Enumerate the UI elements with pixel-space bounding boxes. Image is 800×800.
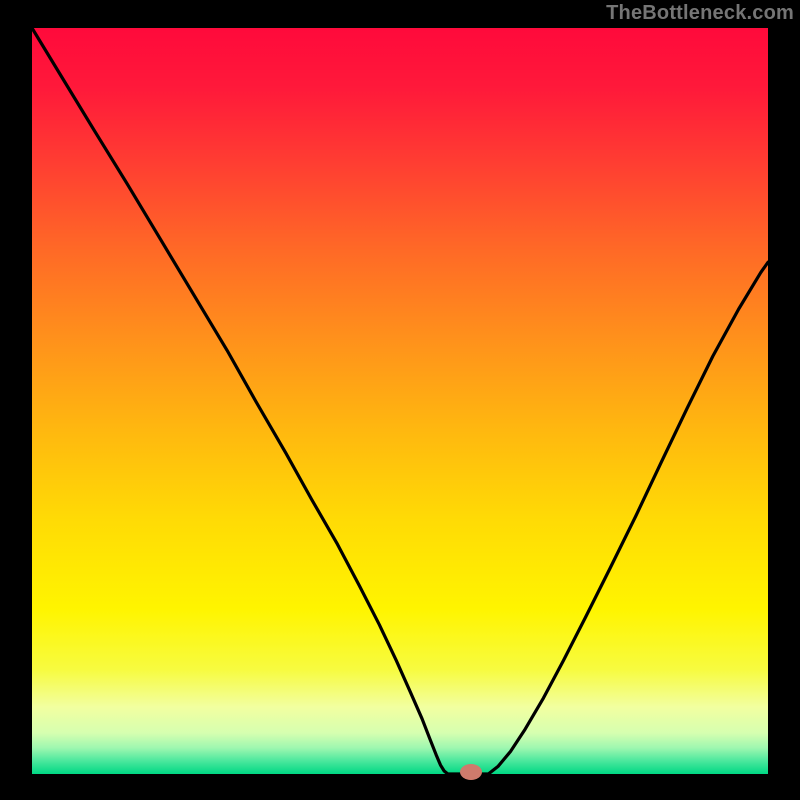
curve-path <box>32 28 768 774</box>
bottleneck-curve <box>32 28 768 774</box>
chart-frame: TheBottleneck.com <box>0 0 800 800</box>
plot-area <box>32 28 768 774</box>
optimum-marker <box>460 764 482 780</box>
watermark-text: TheBottleneck.com <box>606 2 794 25</box>
